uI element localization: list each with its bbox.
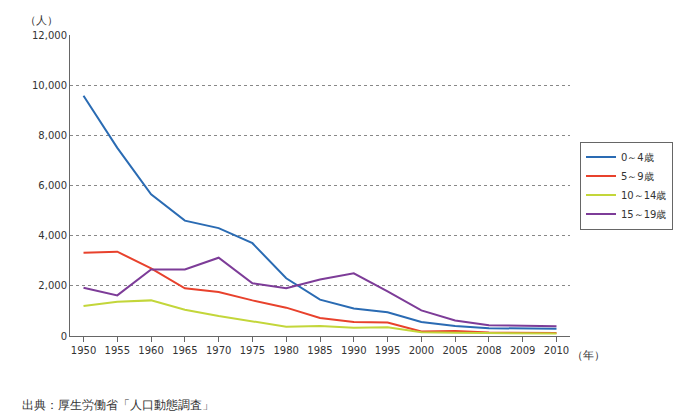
svg-text:1995: 1995 [375, 345, 400, 356]
svg-text:2009: 2009 [510, 345, 535, 356]
svg-text:12,000: 12,000 [32, 30, 67, 41]
svg-text:1950: 1950 [71, 345, 96, 356]
svg-text:1965: 1965 [172, 345, 197, 356]
svg-text:4,000: 4,000 [38, 230, 67, 241]
svg-text:8,000: 8,000 [38, 130, 67, 141]
svg-text:2000: 2000 [409, 345, 434, 356]
svg-text:1990: 1990 [341, 345, 366, 356]
svg-text:（年）: （年） [572, 349, 605, 362]
svg-text:2008: 2008 [476, 345, 501, 356]
svg-text:0: 0 [61, 331, 67, 342]
svg-text:1980: 1980 [273, 345, 298, 356]
svg-text:1985: 1985 [307, 345, 332, 356]
svg-text:0～4歳: 0～4歳 [621, 152, 654, 163]
svg-text:（人）: （人） [25, 14, 58, 27]
svg-text:5～9歳: 5～9歳 [621, 171, 654, 182]
svg-text:6,000: 6,000 [38, 180, 67, 191]
svg-text:10～14歳: 10～14歳 [621, 190, 666, 201]
svg-text:15～19歳: 15～19歳 [621, 209, 666, 220]
svg-text:2005: 2005 [442, 345, 467, 356]
svg-text:2,000: 2,000 [38, 280, 67, 291]
svg-text:1955: 1955 [105, 345, 130, 356]
svg-text:1975: 1975 [240, 345, 265, 356]
svg-text:10,000: 10,000 [32, 80, 67, 91]
svg-text:2010: 2010 [544, 345, 569, 356]
svg-text:出典：厚生労働省「人口動態調査」: 出典：厚生労働省「人口動態調査」 [22, 398, 214, 411]
svg-text:1970: 1970 [206, 345, 231, 356]
svg-text:1960: 1960 [138, 345, 163, 356]
